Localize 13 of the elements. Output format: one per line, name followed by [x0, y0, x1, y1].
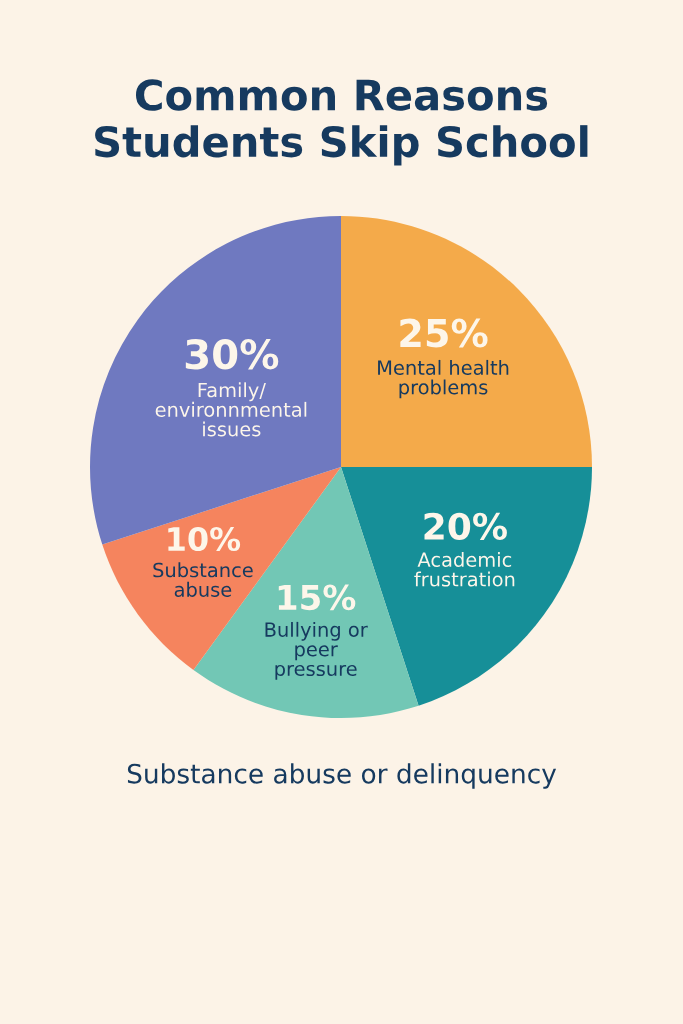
pie-slice [341, 216, 592, 467]
chart-title: Common Reasons Students Skip School [95, 79, 588, 166]
slice-label: Mental health problems [378, 359, 509, 399]
data-label: 30% [185, 339, 279, 370]
slice-label: Family/ environnmental issues [155, 382, 307, 437]
data-label: 15% [278, 584, 356, 611]
slice-label: Academic frustration [414, 551, 515, 587]
data-label: 25% [400, 318, 488, 348]
data-label: 10% [168, 526, 241, 552]
text: Substance abuse or delinquency [127, 763, 557, 789]
slice-label: Substance abuse [153, 562, 253, 597]
data-label: 20% [424, 512, 507, 540]
slice-label: Bullying or peer pressure [265, 621, 368, 680]
